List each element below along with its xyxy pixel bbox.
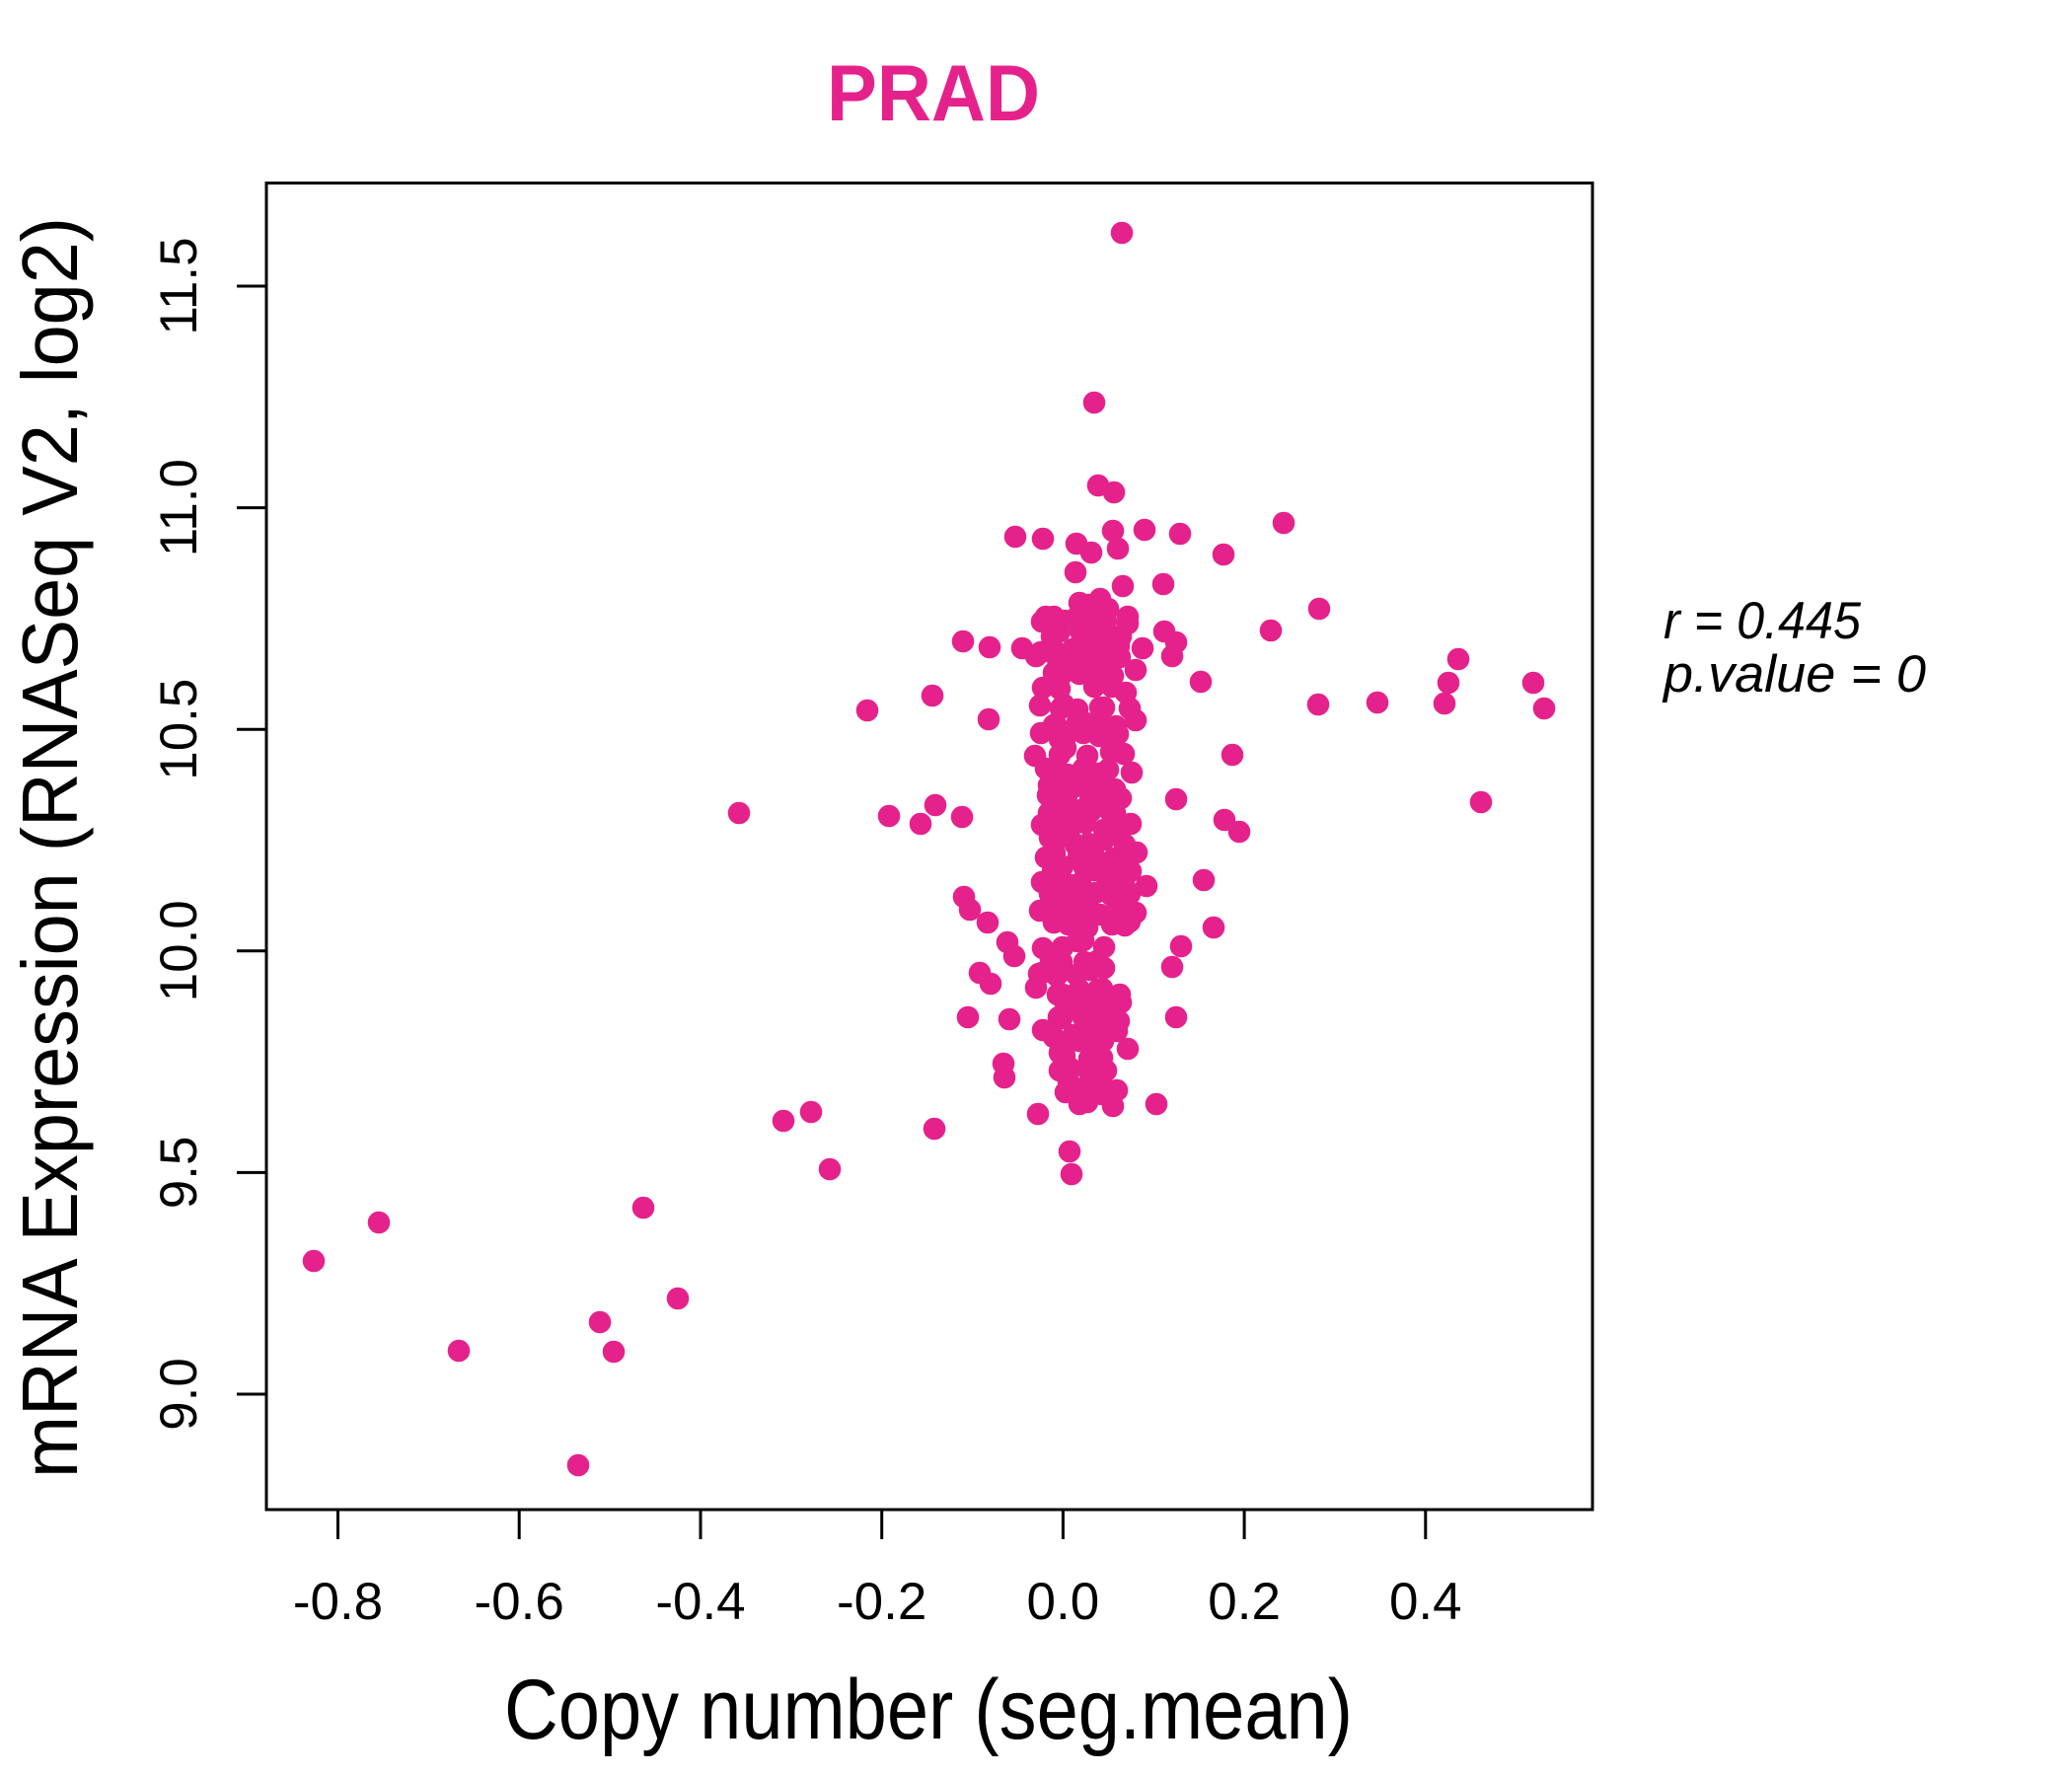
svg-text:r = 0.445: r = 0.445 — [1664, 592, 1861, 650]
svg-text:-0.2: -0.2 — [837, 1573, 926, 1631]
svg-text:-0.6: -0.6 — [475, 1573, 564, 1631]
svg-text:0.0: 0.0 — [1027, 1573, 1100, 1631]
svg-text:10.5: 10.5 — [150, 679, 208, 780]
svg-text:9.0: 9.0 — [150, 1358, 208, 1431]
svg-text:-0.8: -0.8 — [293, 1573, 383, 1631]
svg-text:0.2: 0.2 — [1208, 1573, 1281, 1631]
svg-text:9.5: 9.5 — [150, 1137, 208, 1210]
svg-text:PRAD: PRAD — [827, 49, 1040, 138]
svg-text:p.value = 0: p.value = 0 — [1662, 645, 1927, 703]
svg-text:11.5: 11.5 — [150, 237, 208, 334]
svg-text:mRNA Expression (RNASeq V2, lo: mRNA Expression (RNASeq V2, log2) — [6, 217, 94, 1478]
svg-text:11.0: 11.0 — [150, 459, 208, 556]
svg-text:Copy number (seg.mean): Copy number (seg.mean) — [504, 1663, 1353, 1757]
svg-text:-0.4: -0.4 — [655, 1573, 745, 1631]
svg-text:0.4: 0.4 — [1389, 1573, 1462, 1631]
svg-text:10.0: 10.0 — [150, 900, 208, 1001]
